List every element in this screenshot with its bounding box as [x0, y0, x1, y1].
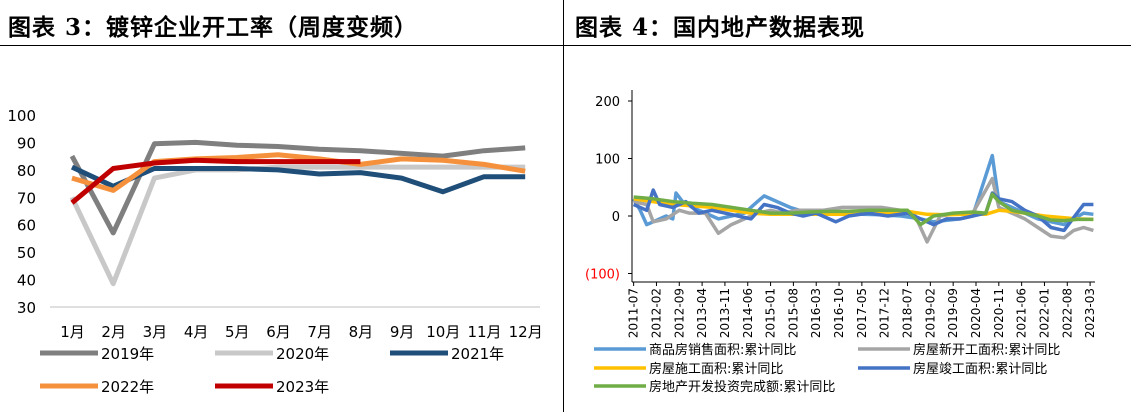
galvanizing-utilization-chart: 100 90 80 70 60 50 40 30 1月 2月 3月 4月 5月 6月 7月 8月 9月 10月 11… — [7, 107, 543, 396]
x-tick-label: 2013-04 — [695, 288, 709, 338]
x-tick-label: 2020-11 — [992, 288, 1006, 338]
series-line — [633, 192, 1094, 227]
series-line — [632, 188, 1094, 233]
x-tick-label: 2023-03 — [1083, 288, 1097, 338]
y-tick-label: 0 — [612, 210, 620, 225]
x-tick-label: 2020-04 — [969, 288, 983, 338]
y-tick-label: 50 — [17, 244, 36, 262]
x-tick-label: 2014-06 — [741, 288, 755, 338]
x-tick-label: 2019-02 — [923, 288, 937, 338]
series-line — [69, 164, 526, 287]
y-tick-label: 30 — [17, 299, 36, 317]
x-tick-label: 2015-08 — [786, 288, 800, 338]
legend-label: 房屋竣工面积:累计同比 — [913, 361, 1047, 377]
legend-label: 2019年 — [101, 345, 154, 363]
x-tick-label: 2019-09 — [946, 288, 960, 338]
legend-label: 2020年 — [276, 345, 329, 363]
x-tick-label: 2018-07 — [901, 288, 915, 338]
x-tick-label: 8月 — [349, 323, 374, 341]
series-line — [70, 164, 526, 195]
x-tick-label: 10月 — [426, 323, 460, 341]
x-tick-label: 2013-11 — [718, 288, 732, 338]
x-tick-label: 2月 — [101, 323, 126, 341]
x-tick-label: 2015-01 — [764, 288, 778, 338]
y-tick-label: (100) — [585, 268, 620, 283]
x-tick-label: 2016-10 — [832, 288, 846, 338]
x-tick-label: 2017-05 — [855, 288, 869, 338]
x-tick-label: 2016-03 — [809, 288, 823, 338]
x-tick-label: 2021-06 — [1015, 288, 1029, 338]
panel-divider — [563, 0, 564, 412]
y-tick-label: 200 — [595, 95, 620, 110]
y-tick-label: 100 — [7, 107, 36, 125]
x-tick-label: 2012-09 — [672, 288, 686, 338]
x-tick-label: 2022-01 — [1037, 288, 1051, 338]
y-tick-label: 70 — [17, 189, 36, 207]
series-line — [69, 139, 526, 236]
x-tick-label: 9月 — [390, 323, 415, 341]
x-tick-label: 4月 — [184, 323, 209, 341]
legend-label: 商品房销售面积:累计同比 — [649, 342, 796, 358]
y-tick-label: 40 — [17, 272, 36, 290]
y-tick-label: 60 — [17, 217, 36, 235]
y-tick-label: 80 — [17, 162, 36, 180]
legend-label: 2022年 — [101, 378, 154, 396]
x-tick-label: 6月 — [266, 323, 291, 341]
legend-label: 房屋施工面积:累计同比 — [649, 361, 783, 377]
legend-label: 房屋新开工面积:累计同比 — [913, 342, 1060, 358]
x-tick-label: 1月 — [60, 323, 85, 341]
y-tick-label: 100 — [595, 153, 620, 168]
x-tick-label: 5月 — [225, 323, 250, 341]
right-chart-title: 图表 4：国内地产数据表现 — [575, 14, 866, 41]
x-tick-label: 11月 — [467, 323, 501, 341]
series-line — [70, 157, 361, 205]
x-tick-label: 3月 — [143, 323, 168, 341]
legend-label: 2021年 — [451, 345, 504, 363]
x-tick-label: 7月 — [307, 323, 332, 341]
y-tick-label: 90 — [17, 134, 36, 152]
x-tick-label: 2022-08 — [1060, 288, 1074, 338]
left-chart-title: 图表 3：镀锌企业开工率（周度变频） — [8, 14, 419, 41]
x-tick-label: 2012-02 — [649, 288, 663, 338]
legend-label: 房地产开发投资完成额:累计同比 — [649, 379, 835, 395]
x-tick-label: 12月 — [509, 323, 543, 341]
x-tick-label: 2017-12 — [878, 288, 892, 338]
left-title-underline — [0, 45, 563, 46]
right-title-underline — [564, 45, 1131, 46]
legend-label: 2023年 — [276, 378, 329, 396]
x-tick-label: 2011-07 — [627, 288, 641, 338]
